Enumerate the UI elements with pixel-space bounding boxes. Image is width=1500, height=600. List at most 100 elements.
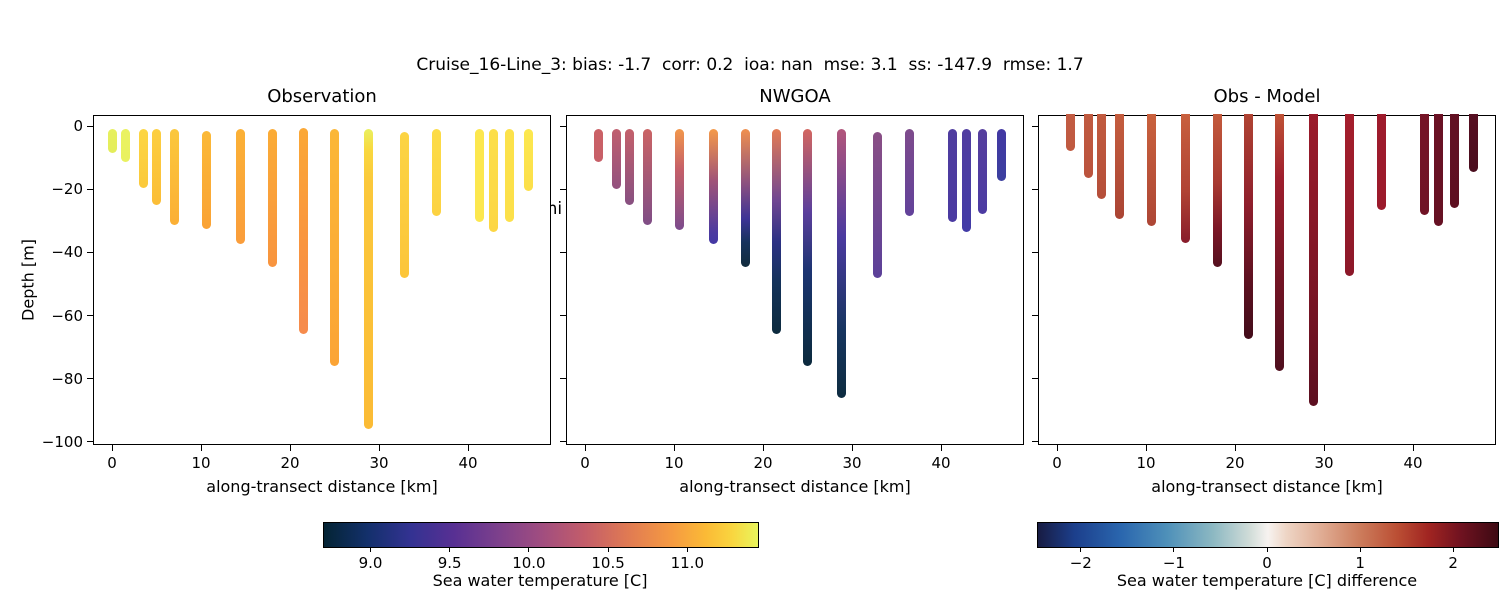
- y-tick-mark: [87, 441, 93, 443]
- colorbar-temperature-label: Sea water temperature [C]: [432, 571, 648, 590]
- y-tick-mark: [87, 251, 93, 253]
- x-tick-mark: [1412, 445, 1414, 451]
- ctd-cast-bar: [1083, 114, 1093, 179]
- ctd-cast-bar: [1377, 114, 1387, 210]
- y-tick-mark: [1032, 315, 1038, 316]
- colorbar-difference: [1037, 522, 1499, 548]
- x-tick-label: 30: [369, 454, 389, 472]
- panel-observation: [93, 115, 551, 445]
- ctd-cast-bar: [524, 129, 533, 191]
- x-tick-mark: [1323, 445, 1325, 451]
- ctd-cast-bar: [1065, 114, 1075, 152]
- ctd-cast-bar: [1146, 114, 1156, 226]
- x-axis-label-obs-model: along-transect distance [km]: [1151, 477, 1383, 496]
- colorbar-tick-mark: [1080, 547, 1082, 552]
- colorbar-tick-mark: [370, 547, 371, 552]
- colorbar-temperature: [323, 522, 759, 548]
- x-tick-mark: [1234, 445, 1236, 451]
- colorbar-tick-label: 10.0: [512, 554, 546, 572]
- x-tick-mark: [378, 445, 380, 451]
- x-tick-label: 10: [191, 454, 211, 472]
- x-tick-mark: [111, 445, 113, 451]
- y-tick-mark: [87, 188, 93, 190]
- panel-obs-model: [1038, 114, 1496, 445]
- y-tick-label: −100: [41, 432, 83, 451]
- y-tick-mark: [560, 125, 566, 127]
- y-tick-mark: [1032, 125, 1038, 127]
- colorbar-tick-mark: [607, 547, 609, 552]
- colorbar-tick-label: 2: [1448, 554, 1458, 572]
- ctd-cast-bar: [1275, 114, 1284, 371]
- y-tick-mark: [87, 378, 93, 380]
- ctd-cast-bar: [432, 129, 442, 216]
- x-tick-mark: [940, 445, 942, 451]
- y-tick-label: −60: [51, 306, 83, 325]
- ctd-cast-bar: [201, 130, 211, 229]
- ctd-cast-bar: [611, 129, 621, 190]
- panel-title-obs-model: Obs - Model: [1213, 86, 1321, 107]
- colorbar-tick-label: 9.5: [437, 554, 462, 572]
- x-tick-label: 40: [458, 454, 478, 472]
- ctd-cast-bar: [625, 129, 634, 205]
- colorbar-tick-mark: [1452, 547, 1454, 552]
- ctd-cast-bar: [475, 129, 484, 223]
- ctd-cast-bar: [298, 127, 308, 335]
- y-tick-label: −40: [51, 243, 83, 262]
- ctd-cast-bar: [400, 132, 410, 278]
- y-tick-label: 0: [73, 117, 83, 136]
- ctd-cast-bar: [363, 129, 373, 430]
- ctd-cast-bar: [771, 129, 781, 335]
- ctd-cast-bar: [1450, 114, 1460, 209]
- ctd-cast-bar: [1469, 114, 1478, 172]
- x-tick-label: 20: [753, 454, 773, 472]
- ctd-cast-bar: [169, 129, 179, 226]
- ctd-cast-bar: [674, 129, 684, 231]
- ctd-cast-bar: [997, 129, 1006, 182]
- x-tick-label: 40: [1403, 454, 1423, 472]
- x-tick-label: 30: [842, 454, 862, 472]
- y-tick-mark: [1032, 188, 1038, 190]
- colorbar-tick-mark: [686, 547, 688, 552]
- y-tick-mark: [1032, 251, 1038, 253]
- x-tick-label: 10: [664, 454, 684, 472]
- x-axis-label-nwgoa: along-transect distance [km]: [679, 477, 911, 496]
- colorbar-tick-label: −2: [1069, 554, 1092, 572]
- ctd-cast-bar: [836, 129, 846, 398]
- x-tick-label: 10: [1136, 454, 1156, 472]
- colorbar-tick-label: 1: [1355, 554, 1365, 572]
- panel-nwgoa: [566, 115, 1024, 445]
- ctd-cast-bar: [1420, 114, 1429, 215]
- ctd-cast-bar: [962, 129, 972, 232]
- y-tick-mark: [560, 188, 566, 190]
- ctd-cast-bar: [1180, 114, 1190, 243]
- ctd-cast-bar: [120, 129, 130, 163]
- x-tick-mark: [1056, 445, 1058, 451]
- x-tick-mark: [584, 445, 586, 451]
- x-tick-mark: [673, 445, 675, 451]
- ctd-cast-bar: [1243, 114, 1253, 340]
- x-tick-label: 20: [280, 454, 300, 472]
- colorbar-tick-mark: [528, 547, 530, 552]
- x-tick-mark: [467, 445, 469, 451]
- colorbar-difference-label: Sea water temperature [C] difference: [1116, 571, 1418, 590]
- ctd-cast-bar: [235, 129, 245, 245]
- ctd-cast-bar: [708, 129, 718, 245]
- ctd-cast-bar: [1212, 114, 1222, 267]
- ctd-cast-bar: [1308, 114, 1318, 406]
- x-tick-mark: [1145, 445, 1147, 451]
- ctd-cast-bar: [740, 129, 750, 267]
- x-axis-label-observation: along-transect distance [km]: [206, 477, 438, 496]
- ctd-cast-bar: [1097, 114, 1106, 199]
- x-tick-mark: [200, 445, 202, 451]
- ctd-cast-bar: [1345, 114, 1355, 277]
- colorbar-tick-label: −1: [1162, 554, 1185, 572]
- ctd-cast-bar: [905, 129, 915, 216]
- ctd-cast-bar: [107, 129, 117, 153]
- y-tick-mark: [560, 251, 566, 253]
- y-tick-label: −80: [51, 369, 83, 388]
- colorbar-tick-label: 10.5: [591, 554, 625, 572]
- ctd-cast-bar: [1114, 114, 1124, 220]
- colorbar-tick-label: 9.0: [358, 554, 383, 572]
- y-tick-mark: [1032, 441, 1038, 443]
